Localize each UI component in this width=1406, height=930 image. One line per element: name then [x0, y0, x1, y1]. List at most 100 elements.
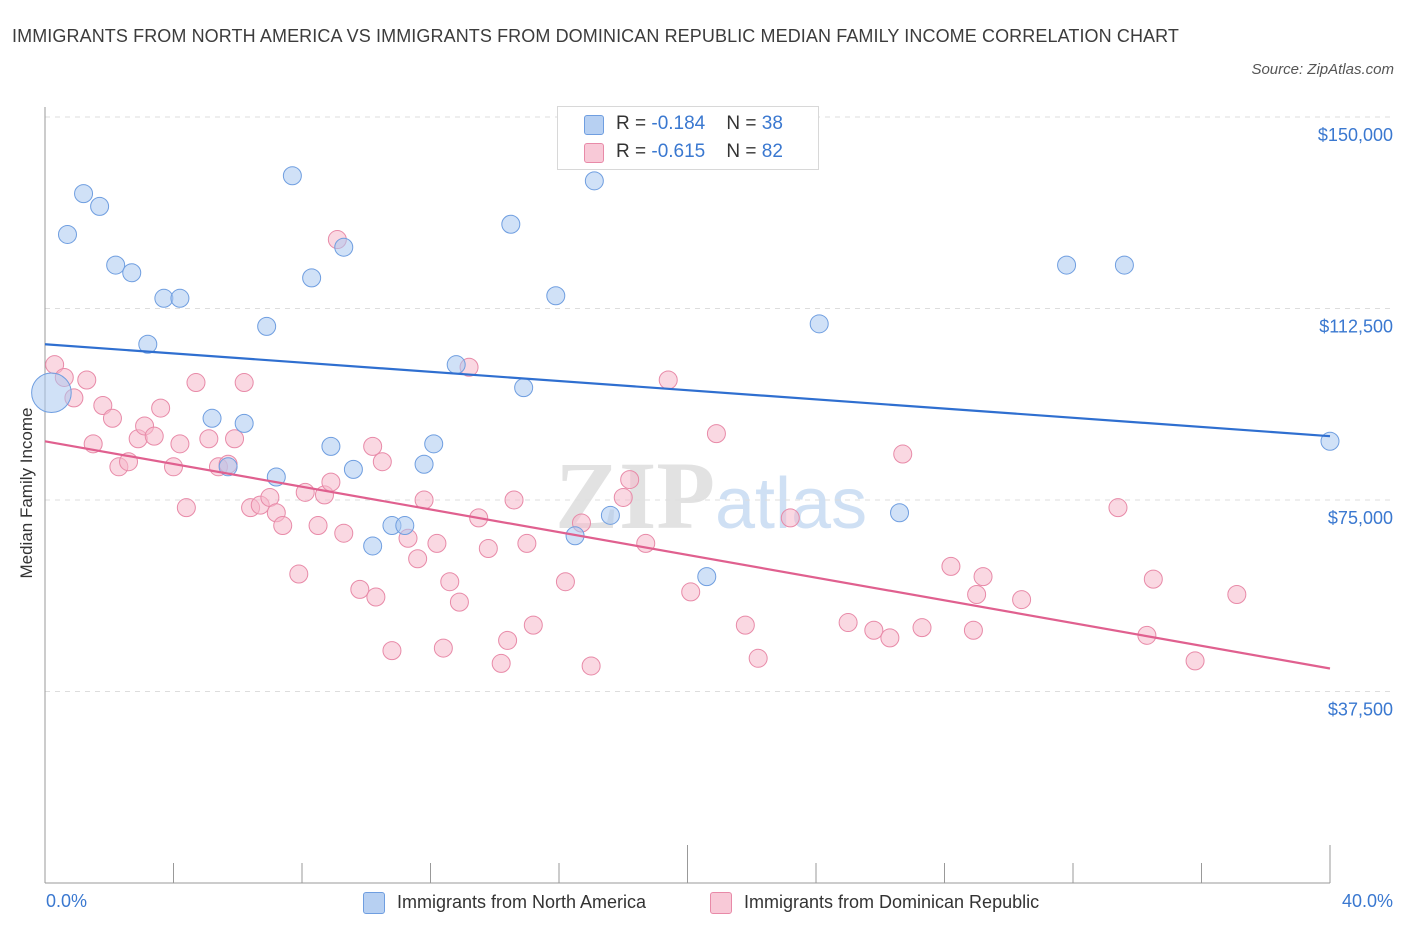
north-america-point [343, 459, 363, 479]
dominican-republic-point [440, 572, 460, 592]
dominican-republic-point [478, 539, 498, 559]
north-america-point [890, 503, 910, 523]
north-america-point [1114, 255, 1134, 275]
dominican-republic-point [620, 470, 640, 490]
north-america-point [74, 184, 94, 204]
north-america-point [170, 288, 190, 308]
n-value: 82 [761, 141, 783, 162]
axes [44, 107, 1331, 884]
north-america-point [424, 434, 444, 454]
chart-title: IMMIGRANTS FROM NORTH AMERICA VS IMMIGRA… [12, 26, 1180, 46]
north-america-point [257, 316, 277, 336]
y-tick-label: $112,500 [1319, 317, 1393, 337]
dominican-republic-point [555, 572, 575, 592]
dominican-republic-point [681, 582, 701, 602]
north-america-point [395, 516, 415, 536]
grid-lines [45, 116, 1392, 692]
dominican-republic-point [880, 628, 900, 648]
dominican-republic-point [581, 656, 601, 676]
north-america-point [106, 255, 126, 275]
dominican-republic-point [170, 434, 190, 454]
x-tick-max: 40.0% [1341, 891, 1393, 911]
dominican-republic-point [912, 618, 932, 638]
r-label: R = [616, 141, 652, 162]
north-america-point [1057, 255, 1077, 275]
source-label: Source: ZipAtlas.com [1251, 61, 1394, 78]
dominican-republic-point [225, 429, 245, 449]
dominican-republic-point [164, 457, 183, 477]
dominican-republic-point [102, 408, 122, 428]
dominican-republic-point [77, 370, 97, 390]
trend-lines [44, 343, 1331, 670]
dominican-republic-swatch [584, 143, 604, 163]
north-america-point [501, 214, 521, 234]
dominican-republic-point [433, 638, 453, 658]
y-tick-label: $150,000 [1318, 125, 1393, 145]
dominican-republic-point [199, 429, 219, 449]
north-america-point [584, 171, 604, 191]
dominican-republic-point [893, 444, 913, 464]
dominican-republic-point [838, 613, 858, 633]
north-america-swatch [584, 115, 604, 135]
north-america-point [202, 408, 222, 428]
north-america-point [363, 536, 383, 556]
north-america-point [446, 355, 466, 375]
dominican-republic-point [1185, 651, 1205, 671]
dominican-republic-point [498, 630, 518, 650]
r-value: -0.615 [651, 141, 706, 162]
dominican-republic-point [1108, 498, 1128, 518]
dominican-republic-point [308, 516, 328, 536]
x-tick-min: 0.0% [46, 891, 88, 911]
dominican-republic-point [517, 533, 537, 553]
dominican-republic-point [382, 641, 402, 661]
north-america-point [321, 436, 341, 456]
watermark-atlas: atlas [715, 464, 867, 544]
dominican-republic-point [967, 584, 987, 604]
dominican-republic-point [1012, 590, 1032, 610]
dominican-republic-point [289, 564, 309, 584]
r-value: -0.184 [651, 113, 706, 134]
north-america-point [90, 196, 110, 216]
north-america-point [282, 166, 302, 186]
stats-legend: R = -0.184 N = 38 R = -0.615 N = 82 [557, 106, 819, 170]
north-america-point [546, 286, 566, 306]
dominican-republic-point [408, 549, 428, 569]
dominican-republic-point [735, 615, 755, 635]
dominican-republic-point [1227, 584, 1247, 604]
n-value: 38 [761, 113, 783, 134]
north-america-point [234, 413, 254, 433]
dominican-republic-point [613, 487, 633, 507]
north-america-point [514, 378, 534, 398]
north-america-legend-swatch [363, 892, 385, 914]
y-tick-label: $75,000 [1328, 508, 1393, 528]
y-tick-labels: $37,500 $75,000 $112,500 $150,000 [1318, 125, 1393, 720]
dominican-republic-point [780, 508, 800, 528]
dominican-republic-point [427, 533, 447, 553]
dominican-republic-point [1143, 569, 1163, 589]
n-label: N = [726, 113, 762, 134]
dominican-republic-point [363, 436, 383, 456]
north-america-point [138, 334, 158, 354]
dominican-republic-point [144, 426, 164, 446]
dominican-republic-point [234, 373, 254, 393]
dominican-republic-point [449, 592, 469, 612]
dominican-republic-point [350, 579, 370, 599]
dominican-republic-point [963, 620, 983, 640]
legend-label: Immigrants from North America [397, 892, 647, 912]
dominican-republic-point [366, 587, 386, 607]
north-america-trend-line [44, 343, 1331, 438]
dominican-republic-point [658, 370, 678, 390]
n-label: N = [726, 141, 762, 162]
north-america-point [154, 288, 174, 308]
dominican-republic-point [504, 490, 524, 510]
y-tick-label: $37,500 [1328, 700, 1393, 720]
dominican-republic-point [176, 498, 196, 518]
dominican-republic-point [748, 648, 768, 668]
dominican-republic-point [321, 472, 341, 492]
dominican-republic-legend-swatch [710, 892, 732, 914]
legend-label: Immigrants from Dominican Republic [744, 892, 1040, 912]
dominican-republic-point [973, 567, 993, 587]
north-america-point [697, 567, 717, 587]
dominican-republic-point [941, 556, 961, 576]
